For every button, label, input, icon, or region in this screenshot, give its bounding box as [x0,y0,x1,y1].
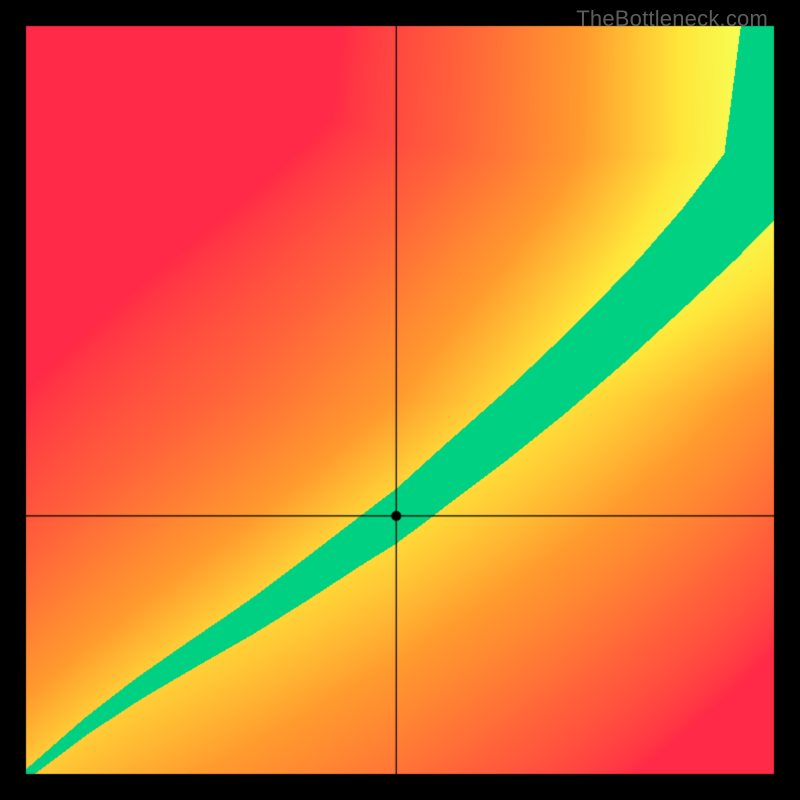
chart-container: TheBottleneck.com [0,0,800,800]
heatmap-canvas [0,0,800,800]
watermark-text: TheBottleneck.com [576,6,768,32]
